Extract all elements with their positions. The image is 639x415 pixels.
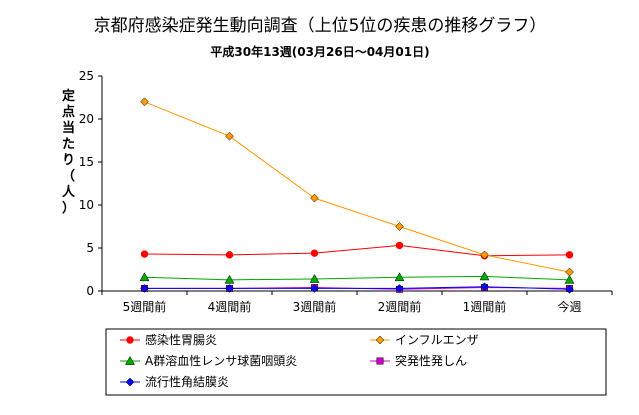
legend-item: 突発性発しん (370, 353, 467, 368)
data-point (395, 284, 404, 293)
y-tick-label: 5 (86, 241, 94, 255)
chart-subtitle: 平成30年13週(03月26日～04月01日) (210, 44, 429, 59)
x-tick-label: 今週 (557, 299, 581, 314)
y-tick-label: 15 (79, 155, 94, 169)
legend-item: 流行性角結膜炎 (120, 375, 229, 389)
y-axis-label: 定点当たり（人） (61, 88, 76, 216)
y-tick-label: 20 (79, 112, 94, 126)
x-tick-label: 5週間前 (123, 299, 167, 314)
legend-label: インフルエンザ (395, 333, 479, 347)
series-line (144, 275, 570, 281)
legend-box (105, 328, 607, 396)
data-point (479, 271, 490, 281)
y-ticks: 0 5 10 15 20 25 (79, 69, 102, 298)
data-point (310, 249, 319, 257)
legend-label: 感染性胃腸炎 (145, 332, 217, 347)
chart-title: 京都府感染症発生動向調査（上位5位の疾患の推移グラフ） (94, 16, 547, 36)
data-point (310, 284, 319, 293)
series-line (144, 286, 570, 290)
data-point (394, 272, 405, 282)
legend-item: インフルエンザ (370, 333, 479, 347)
data-point (225, 251, 234, 259)
data-point (480, 250, 489, 260)
x-tick-label: 2週間前 (378, 299, 422, 314)
data-point (309, 273, 320, 283)
y-tick-label: 10 (79, 198, 94, 212)
x-tick-label: 3週間前 (293, 299, 337, 314)
data-point (225, 284, 234, 293)
legend-label: A群溶血性レンサ球菌咽頭炎 (145, 353, 297, 368)
data-point (480, 282, 489, 292)
series-line (144, 244, 570, 257)
x-tick-label: 1週間前 (463, 299, 507, 314)
legend-item: A群溶血性レンサ球菌咽頭炎 (120, 353, 297, 368)
legend-label: 突発性発しん (395, 353, 467, 368)
data-point (139, 272, 150, 282)
legend-item: 感染性胃腸炎 (120, 332, 217, 347)
legend-label: 流行性角結膜炎 (145, 375, 229, 389)
legend-marker (125, 355, 135, 365)
data-point (565, 284, 574, 294)
series-2 (140, 97, 574, 277)
data-point (140, 97, 149, 107)
data-point (395, 241, 404, 250)
y-tick-label: 0 (86, 284, 94, 298)
data-point (395, 222, 404, 231)
legend-marker (126, 336, 134, 344)
data-point (225, 131, 234, 141)
data-point (565, 251, 574, 259)
data-point (140, 250, 149, 258)
series-3 (139, 271, 575, 284)
x-ticks: 5週間前 4週間前 3週間前 2週間前 1週間前 今週 (101, 291, 613, 314)
legend-marker (125, 377, 135, 387)
series-line (144, 101, 570, 273)
legend-marker (376, 357, 384, 365)
data-point (310, 193, 319, 203)
y-tick-label: 25 (79, 69, 94, 83)
x-tick-label: 4週間前 (208, 299, 252, 314)
series-5 (140, 282, 574, 294)
data-point (224, 274, 235, 284)
series-layer (139, 97, 575, 294)
data-point (140, 284, 149, 293)
series-1 (140, 241, 574, 260)
data-point (564, 274, 575, 284)
legend-marker (375, 335, 385, 345)
